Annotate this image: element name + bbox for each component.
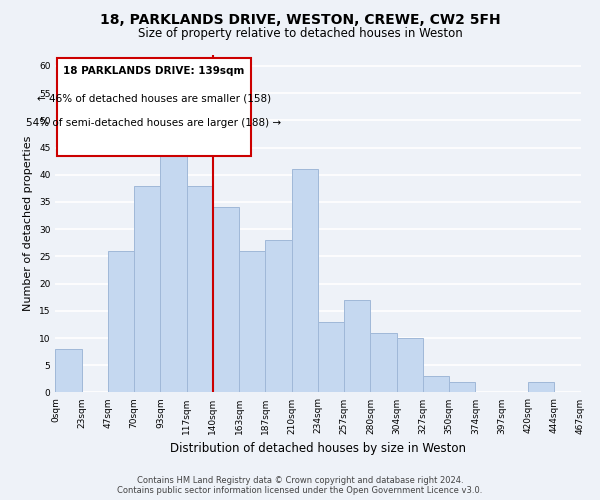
Bar bbox=[397, 338, 423, 392]
Bar bbox=[55, 349, 82, 393]
Text: 54% of semi-detached houses are larger (188) →: 54% of semi-detached houses are larger (… bbox=[26, 118, 281, 128]
Bar bbox=[292, 170, 318, 392]
Text: 18 PARKLANDS DRIVE: 139sqm: 18 PARKLANDS DRIVE: 139sqm bbox=[63, 66, 245, 76]
FancyBboxPatch shape bbox=[56, 58, 251, 156]
Bar bbox=[213, 208, 239, 392]
Bar bbox=[423, 376, 449, 392]
Bar bbox=[108, 251, 134, 392]
Text: ← 46% of detached houses are smaller (158): ← 46% of detached houses are smaller (15… bbox=[37, 93, 271, 103]
Bar bbox=[370, 332, 397, 392]
Bar bbox=[318, 322, 344, 392]
Text: Size of property relative to detached houses in Weston: Size of property relative to detached ho… bbox=[137, 28, 463, 40]
Y-axis label: Number of detached properties: Number of detached properties bbox=[23, 136, 34, 312]
Bar bbox=[265, 240, 292, 392]
Bar bbox=[344, 300, 370, 392]
Bar bbox=[160, 120, 187, 392]
Bar bbox=[449, 382, 475, 392]
Bar bbox=[528, 382, 554, 392]
Bar bbox=[187, 186, 213, 392]
Text: 18, PARKLANDS DRIVE, WESTON, CREWE, CW2 5FH: 18, PARKLANDS DRIVE, WESTON, CREWE, CW2 … bbox=[100, 12, 500, 26]
Bar bbox=[134, 186, 160, 392]
Bar bbox=[239, 251, 265, 392]
X-axis label: Distribution of detached houses by size in Weston: Distribution of detached houses by size … bbox=[170, 442, 466, 455]
Text: Contains HM Land Registry data © Crown copyright and database right 2024.
Contai: Contains HM Land Registry data © Crown c… bbox=[118, 476, 482, 495]
